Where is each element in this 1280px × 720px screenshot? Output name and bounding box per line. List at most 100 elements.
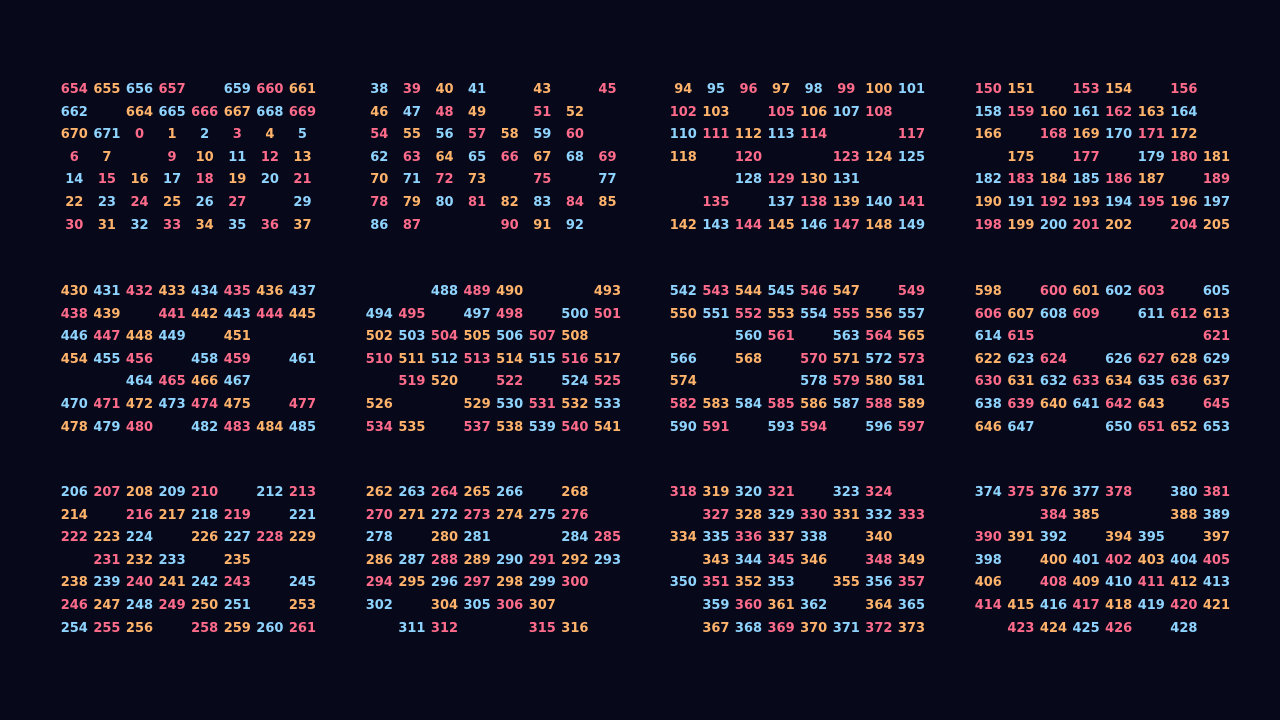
number-cell: 612: [1170, 306, 1198, 322]
number-cell: 441: [158, 306, 186, 322]
number-cell: 473: [158, 396, 186, 412]
number-cell: 246: [60, 597, 88, 613]
number-cell: [895, 169, 928, 192]
number-cell: 311: [398, 620, 426, 636]
number-cell: 213: [288, 485, 317, 500]
number-cell: [254, 505, 287, 528]
number-cell: 16: [130, 172, 149, 188]
number-cell: 398: [974, 552, 1002, 568]
number-cell: 294: [365, 575, 393, 591]
number-cell: [428, 215, 461, 238]
number-cell: 168: [1039, 127, 1068, 143]
number-cell: 144: [734, 217, 763, 233]
number-cell: 207: [93, 485, 121, 500]
number-cell: 110: [669, 127, 697, 143]
number-cell: [1200, 79, 1233, 102]
number-cell: 466: [191, 374, 219, 390]
number-cell: 77: [598, 172, 617, 188]
number-cell: 501: [593, 306, 622, 322]
number-cell: 38: [370, 82, 389, 97]
number-cell: 601: [1072, 284, 1100, 299]
number-cell: 578: [800, 374, 828, 390]
number-cell: 265: [463, 485, 491, 500]
number-cell: [1135, 618, 1168, 641]
number-cell: [1070, 527, 1103, 550]
number-cell: 412: [1170, 575, 1198, 591]
number-cell: 25: [163, 194, 182, 210]
number-cell: 632: [1039, 374, 1068, 390]
number-cell: 258: [191, 620, 219, 636]
number-cell: 287: [398, 552, 426, 568]
number-cell: 394: [1105, 530, 1133, 546]
number-cell: [591, 326, 624, 349]
number-cell: 241: [158, 575, 186, 591]
number-cell: 568: [734, 351, 763, 367]
number-cell: 400: [1039, 552, 1068, 568]
number-cell: 572: [865, 351, 893, 367]
number-cell: 52: [565, 104, 584, 120]
number-cell: 455: [93, 351, 121, 367]
number-cell: 9: [167, 149, 177, 165]
number-cell: 482: [191, 419, 219, 435]
number-cell: 645: [1202, 396, 1231, 412]
number-cell: 146: [800, 217, 828, 233]
number-cell: [91, 505, 124, 528]
number-cell: 284: [561, 530, 589, 546]
block-bottom-3: 318 319 320 321 323 324 327 328 329 330 331 332 333 3…: [667, 482, 928, 640]
number-cell: 640: [1039, 396, 1068, 412]
number-cell: 530: [496, 396, 524, 412]
number-cell: 537: [463, 419, 491, 435]
number-cell: 563: [832, 329, 860, 345]
number-cell: [286, 371, 319, 394]
number-cell: [493, 102, 526, 125]
number-cell: [1168, 169, 1201, 192]
number-cell: 630: [974, 374, 1002, 390]
number-cell: [254, 349, 287, 372]
number-cell: [863, 124, 896, 147]
number-cell: 129: [767, 172, 795, 188]
block-bottom-2: 262 263 264 265 266 268 270 271 272 273 274 275 276 2…: [363, 482, 624, 640]
number-cell: 153: [1072, 82, 1100, 97]
number-cell: 378: [1105, 485, 1133, 500]
number-cell: [1168, 281, 1201, 304]
number-cell: 356: [865, 575, 893, 591]
number-cell: 256: [125, 620, 154, 636]
number-cell: 6: [69, 149, 79, 165]
number-cell: 489: [463, 284, 491, 299]
number-cell: [363, 281, 396, 304]
number-cell: 449: [158, 329, 186, 345]
number-cell: [700, 326, 733, 349]
number-cell: 30: [65, 217, 84, 233]
number-cell: 579: [832, 374, 860, 390]
number-cell: 7: [102, 149, 112, 165]
number-cell: 240: [125, 575, 154, 591]
number-cell: 508: [561, 329, 589, 345]
number-cell: 80: [435, 194, 454, 210]
number-cell: 64: [435, 149, 454, 165]
number-cell: [667, 595, 700, 618]
number-cell: 24: [130, 194, 149, 210]
number-cell: 159: [1007, 104, 1035, 120]
number-cell: 193: [1072, 194, 1100, 210]
number-cell: 650: [1105, 419, 1133, 435]
number-cell: 556: [865, 306, 893, 322]
number-cell: 216: [125, 507, 154, 523]
number-cell: 98: [804, 82, 823, 97]
number-cell: 45: [598, 82, 617, 97]
number-cell: 118: [669, 149, 697, 165]
number-cell: 369: [767, 620, 795, 636]
number-cell: [493, 618, 526, 641]
number-cell: 334: [669, 530, 697, 546]
number-cell: 615: [1007, 329, 1035, 345]
number-cell: [254, 326, 287, 349]
number-cell: 594: [800, 419, 828, 435]
number-cell: 224: [125, 530, 154, 546]
number-cell: 73: [468, 172, 487, 188]
number-cell: 185: [1072, 172, 1100, 188]
number-cell: 553: [767, 306, 795, 322]
number-cell: [591, 595, 624, 618]
number-cell: 534: [365, 419, 393, 435]
number-cell: 307: [528, 597, 556, 613]
number-cell: 273: [463, 507, 491, 523]
number-cell: 214: [60, 507, 88, 523]
